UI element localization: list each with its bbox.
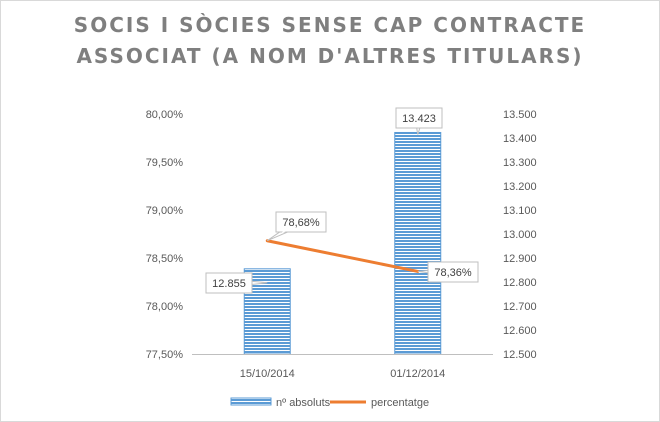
y-right-tick-label: 12.600 <box>503 325 537 337</box>
y-right-tick-label: 13.100 <box>503 205 537 217</box>
y-right-tick-label: 13.400 <box>503 133 537 145</box>
chart-title: SOCIS I SÒCIES SENSE CAP CONTRACTE ASSOC… <box>0 10 660 72</box>
y-right-tick-label: 13.500 <box>503 109 537 121</box>
x-tick-label: 15/10/2014 <box>240 368 295 380</box>
y-right-tick-label: 13.200 <box>503 181 537 193</box>
y-left-tick-label: 79,50% <box>146 157 184 169</box>
y-left-tick-label: 79,00% <box>146 205 184 217</box>
line-data-label: 78,68% <box>282 217 320 229</box>
bar-data-label: 13.423 <box>402 113 436 125</box>
chart-title-line-2: ASSOCIAT (A NOM D'ALTRES TITULARS) <box>76 44 584 68</box>
y-right-tick-label: 12.900 <box>503 253 537 265</box>
y-left-tick-label: 80,00% <box>146 109 184 121</box>
line-series-percentatge <box>265 239 420 273</box>
y-right-tick-label: 12.800 <box>503 277 537 289</box>
y-left-tick-label: 77,50% <box>146 349 184 361</box>
line-data-label: 78,36% <box>434 267 472 279</box>
line-data-label-pointer-fill <box>280 218 303 234</box>
bar <box>394 131 442 355</box>
bar-data-label-pointer-fill <box>228 279 252 287</box>
x-tick-label: 01/12/2014 <box>390 368 445 380</box>
y-right-tick-label: 12.700 <box>503 301 537 313</box>
y-right-tick-label: 13.000 <box>503 229 537 241</box>
y-right-tick-label: 12.500 <box>503 349 537 361</box>
y-right-tick-label: 13.300 <box>503 157 537 169</box>
y-left-tick-label: 78,50% <box>146 253 184 265</box>
bar-data-label: 12.855 <box>212 278 246 290</box>
bar-data-label-pointer-fill <box>415 117 423 128</box>
legend-label-line: percentatge <box>371 397 429 409</box>
legend-label-bar: nº absoluts <box>276 397 331 409</box>
y-left-tick-label: 78,00% <box>146 301 184 313</box>
line-data-label-pointer-fill <box>431 268 454 276</box>
legend-swatch-bar <box>230 397 272 406</box>
chart-title-line-1: SOCIS I SÒCIES SENSE CAP CONTRACTE <box>73 13 587 37</box>
